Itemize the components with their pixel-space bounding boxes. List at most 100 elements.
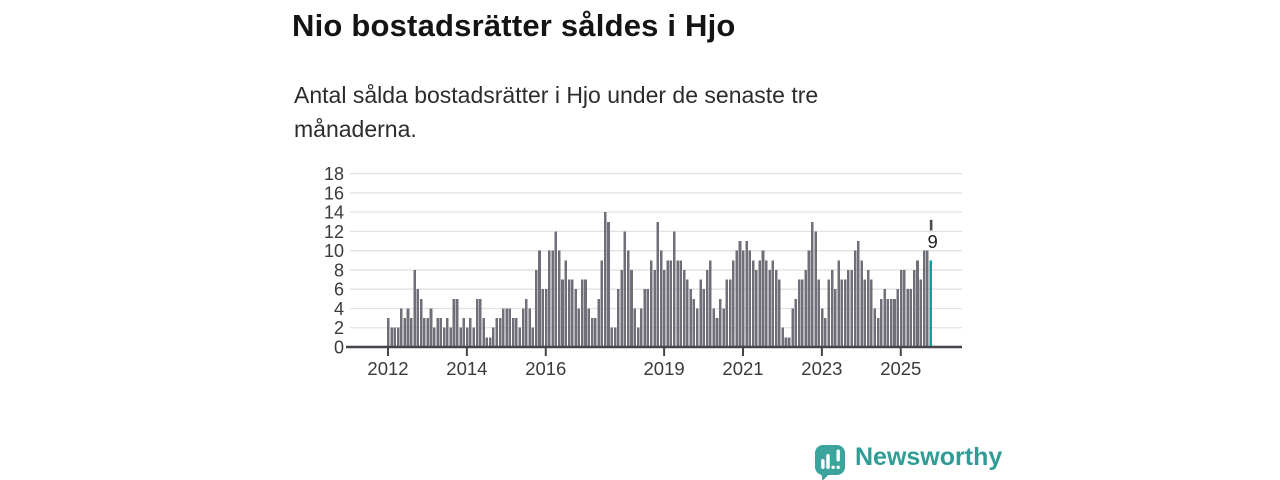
bar bbox=[715, 318, 719, 347]
bar bbox=[811, 221, 814, 347]
bar-chart: 0 2 4 6 8 10 12 14 16 18 2012 2014 2016 2019 2021 2023 2… bbox=[300, 160, 972, 396]
bar bbox=[521, 308, 525, 347]
bar bbox=[778, 279, 781, 347]
bar bbox=[837, 260, 840, 347]
chart-subtitle: Antal sålda bostadsrätter i Hjo under de… bbox=[294, 82, 819, 142]
bar bbox=[883, 289, 886, 347]
bar bbox=[554, 231, 558, 347]
bar bbox=[505, 308, 508, 347]
bar bbox=[577, 308, 581, 347]
bar bbox=[788, 337, 791, 347]
bar bbox=[860, 260, 863, 347]
x-tick-label: 2021 bbox=[722, 358, 763, 379]
bar bbox=[880, 298, 883, 347]
bar bbox=[482, 318, 485, 347]
bar bbox=[469, 318, 472, 347]
bar bbox=[853, 250, 857, 347]
bar bbox=[794, 298, 798, 347]
y-tick-label: 6 bbox=[334, 280, 344, 300]
bar bbox=[603, 212, 607, 347]
bar bbox=[827, 279, 831, 347]
x-tick-label: 2016 bbox=[525, 358, 566, 379]
bar bbox=[502, 308, 505, 347]
bar bbox=[666, 260, 669, 347]
bar bbox=[646, 289, 650, 347]
bar bbox=[912, 269, 916, 347]
bar bbox=[587, 308, 591, 347]
bar bbox=[817, 279, 821, 347]
bar bbox=[765, 260, 768, 347]
bar bbox=[676, 260, 679, 347]
bar bbox=[617, 289, 620, 347]
bar bbox=[423, 318, 426, 347]
last-value-label: 9 bbox=[927, 231, 937, 252]
bar bbox=[633, 308, 637, 347]
bar bbox=[926, 250, 929, 347]
x-tick-label: 2025 bbox=[880, 358, 921, 379]
highlighted-bar bbox=[929, 260, 932, 347]
bar bbox=[922, 250, 926, 347]
bar bbox=[857, 241, 860, 347]
bar bbox=[525, 298, 528, 347]
bar bbox=[551, 250, 554, 347]
bar bbox=[446, 318, 449, 347]
bar bbox=[751, 260, 755, 347]
bar bbox=[735, 250, 738, 347]
bar bbox=[459, 327, 462, 347]
x-tick-label: 2019 bbox=[644, 358, 685, 379]
bar bbox=[479, 298, 482, 347]
bar bbox=[663, 269, 666, 347]
bar bbox=[548, 250, 551, 347]
bar bbox=[797, 279, 801, 347]
bar bbox=[557, 250, 561, 347]
bar bbox=[610, 327, 614, 347]
bar bbox=[387, 318, 390, 347]
bar bbox=[896, 289, 900, 347]
bar bbox=[791, 308, 794, 347]
bar bbox=[843, 279, 847, 347]
bar bbox=[804, 269, 807, 347]
bar bbox=[640, 308, 643, 347]
bar bbox=[492, 327, 495, 347]
bar bbox=[626, 250, 630, 347]
bar bbox=[403, 318, 406, 347]
y-tick-label: 18 bbox=[324, 164, 344, 184]
bar bbox=[442, 327, 446, 347]
bar bbox=[531, 327, 535, 347]
bar bbox=[436, 318, 439, 347]
bar bbox=[659, 250, 663, 347]
bar bbox=[745, 241, 748, 347]
bar bbox=[781, 327, 784, 347]
bar bbox=[761, 250, 765, 347]
bar bbox=[834, 289, 837, 347]
bar bbox=[840, 279, 844, 347]
x-tick-label: 2014 bbox=[446, 358, 487, 379]
bar bbox=[768, 269, 771, 347]
bar bbox=[429, 308, 433, 347]
bar bbox=[847, 269, 850, 347]
y-tick-label: 0 bbox=[334, 338, 344, 358]
bar bbox=[916, 260, 919, 347]
bar bbox=[410, 318, 413, 347]
bar bbox=[597, 298, 600, 347]
bar bbox=[475, 298, 479, 347]
newsworthy-wordmark: Newsworthy bbox=[855, 443, 1003, 471]
bar bbox=[413, 269, 416, 347]
bar bbox=[630, 269, 633, 347]
y-tick-label: 4 bbox=[334, 299, 344, 319]
bar bbox=[613, 327, 617, 347]
bar bbox=[669, 260, 673, 347]
bar bbox=[709, 260, 712, 347]
bar bbox=[870, 279, 873, 347]
bar bbox=[758, 260, 761, 347]
bar bbox=[636, 327, 640, 347]
bar bbox=[656, 221, 660, 347]
bar bbox=[515, 318, 518, 347]
bar bbox=[406, 308, 410, 347]
bar bbox=[643, 289, 646, 347]
bar bbox=[653, 269, 656, 347]
bar bbox=[906, 289, 909, 347]
bar bbox=[830, 269, 834, 347]
bar bbox=[863, 279, 867, 347]
